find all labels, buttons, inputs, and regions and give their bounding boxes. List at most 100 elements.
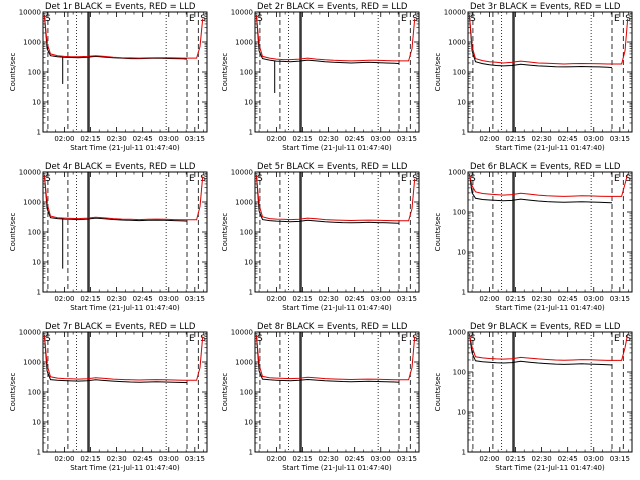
y-axis-label: Counts/sec <box>221 373 229 412</box>
x-tick-label: 02:30 <box>532 295 552 303</box>
start-marker-label: S <box>200 14 206 24</box>
y-tick-label: 10000 <box>231 9 253 17</box>
y-tick-label: 1 <box>462 449 466 457</box>
x-tick-label: 02:00 <box>479 455 499 463</box>
chart-title: Det 3r BLACK = Events, RED = LLD <box>470 2 621 12</box>
x-axis-label: Start Time (21-Jul-11 01:47:40) <box>70 144 180 152</box>
y-axis-label: Counts/sec <box>9 373 17 412</box>
lld-series-line <box>43 14 204 59</box>
x-tick-label: 02:15 <box>80 135 100 143</box>
start-marker-label: S <box>257 334 263 344</box>
chart-panel-3: Det 3r BLACK = Events, RED = LLD 1 10 100 10… <box>434 2 633 152</box>
x-tick-label: 02:30 <box>107 455 127 463</box>
x-tick-label: 03:15 <box>610 135 630 143</box>
events-series-line <box>468 173 613 204</box>
x-tick-label: 02:30 <box>319 135 339 143</box>
x-tick-label: 03:15 <box>185 135 205 143</box>
x-tick-label: 02:45 <box>558 295 578 303</box>
end-marker-label: E <box>189 334 195 344</box>
x-tick-label: 03:15 <box>397 135 417 143</box>
x-tick-label: 03:00 <box>584 135 604 143</box>
x-tick-label: 02:00 <box>479 135 499 143</box>
x-tick-label: 02:30 <box>107 295 127 303</box>
y-tick-label: 1 <box>249 289 253 297</box>
chart-title: Det 9r BLACK = Events, RED = LLD <box>470 322 621 332</box>
x-tick-label: 03:15 <box>397 295 417 303</box>
y-tick-label: 100 <box>240 69 253 77</box>
x-tick-label: 02:00 <box>266 135 286 143</box>
y-tick-label: 1 <box>37 449 41 457</box>
y-tick-label: 1000 <box>23 39 41 47</box>
y-tick-label: 100 <box>28 229 41 237</box>
x-tick-label: 02:15 <box>505 455 525 463</box>
y-tick-label: 10000 <box>231 169 253 177</box>
y-tick-label: 10 <box>244 419 253 427</box>
chart-title: Det 1r BLACK = Events, RED = LLD <box>45 2 196 12</box>
lld-series-line <box>255 14 416 62</box>
y-tick-label: 100 <box>28 69 41 77</box>
chart-panel-4: Det 4r BLACK = Events, RED = LLD 1 10 100 10… <box>9 162 208 312</box>
x-tick-label: 02:45 <box>133 295 153 303</box>
events-series-line <box>43 334 188 384</box>
x-tick-label: 03:00 <box>159 455 179 463</box>
y-tick-label: 10 <box>244 259 253 267</box>
y-tick-label: 10 <box>457 99 466 107</box>
x-tick-label: 02:45 <box>558 135 578 143</box>
y-tick-label: 1000 <box>448 329 466 337</box>
chart-panel-6: Det 6r BLACK = Events, RED = LLD 1 10 100 10… <box>434 162 633 312</box>
lld-series-line <box>255 174 416 222</box>
end-marker-label: E <box>189 14 195 24</box>
y-tick-label: 1000 <box>235 359 253 367</box>
end-marker-label: E <box>401 174 407 184</box>
start-marker-label: S <box>625 334 631 344</box>
events-series-line <box>43 14 188 60</box>
x-tick-label: 02:00 <box>266 295 286 303</box>
x-tick-label: 03:15 <box>610 295 630 303</box>
x-axis-label: Start Time (21-Jul-11 01:47:40) <box>70 304 180 312</box>
end-marker-label: E <box>401 14 407 24</box>
x-tick-label: 02:00 <box>54 455 74 463</box>
x-tick-label: 02:30 <box>319 455 339 463</box>
x-tick-label: 03:15 <box>185 295 205 303</box>
start-marker-label: S <box>257 174 263 184</box>
y-tick-label: 100 <box>28 389 41 397</box>
x-tick-label: 02:45 <box>133 455 153 463</box>
y-tick-label: 1000 <box>23 359 41 367</box>
start-marker-label: S <box>257 14 263 24</box>
y-axis-label: Counts/sec <box>434 213 442 252</box>
y-axis-label: Counts/sec <box>9 53 17 92</box>
x-tick-label: 02:00 <box>54 295 74 303</box>
chart-title: Det 5r BLACK = Events, RED = LLD <box>257 162 408 172</box>
end-marker-label: E <box>614 334 620 344</box>
y-axis-label: Counts/sec <box>221 213 229 252</box>
x-axis-label: Start Time (21-Jul-11 01:47:40) <box>282 144 392 152</box>
chart-title: Det 2r BLACK = Events, RED = LLD <box>257 2 408 12</box>
y-tick-label: 1000 <box>235 199 253 207</box>
y-axis-label: Counts/sec <box>434 53 442 92</box>
end-marker-label: E <box>614 174 620 184</box>
y-axis-label: Counts/sec <box>221 53 229 92</box>
x-tick-label: 02:00 <box>266 455 286 463</box>
y-tick-label: 1000 <box>23 199 41 207</box>
y-tick-label: 1 <box>462 129 466 137</box>
y-tick-label: 10000 <box>19 169 41 177</box>
x-tick-label: 03:00 <box>159 295 179 303</box>
x-tick-label: 02:45 <box>345 455 365 463</box>
start-marker-label: S <box>200 174 206 184</box>
x-tick-label: 02:15 <box>80 455 100 463</box>
lld-series-line <box>468 173 629 197</box>
y-tick-label: 1 <box>462 289 466 297</box>
chart-title: Det 7r BLACK = Events, RED = LLD <box>45 322 196 332</box>
y-tick-label: 100 <box>240 229 253 237</box>
end-marker-label: E <box>189 174 195 184</box>
x-tick-label: 03:00 <box>584 455 604 463</box>
x-tick-label: 02:15 <box>505 295 525 303</box>
start-marker-label: S <box>45 334 51 344</box>
y-tick-label: 10 <box>32 99 41 107</box>
x-tick-label: 03:00 <box>371 135 391 143</box>
lld-series-line <box>468 333 629 361</box>
chart-panel-2: Det 2r BLACK = Events, RED = LLD 1 10 100 10… <box>221 2 420 152</box>
x-tick-label: 03:00 <box>159 135 179 143</box>
events-series-line <box>43 174 188 222</box>
start-marker-label: S <box>45 174 51 184</box>
